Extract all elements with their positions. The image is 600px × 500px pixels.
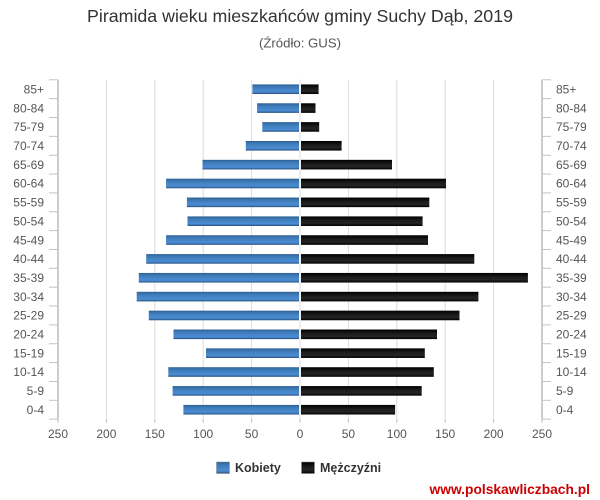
svg-text:25-29: 25-29 — [13, 309, 44, 323]
svg-text:15-19: 15-19 — [13, 346, 44, 360]
svg-text:50-54: 50-54 — [556, 214, 587, 228]
svg-text:70-74: 70-74 — [556, 139, 587, 153]
svg-text:0: 0 — [297, 427, 304, 441]
svg-text:65-69: 65-69 — [13, 158, 44, 172]
svg-text:55-59: 55-59 — [556, 196, 587, 210]
svg-text:0-4: 0-4 — [27, 403, 45, 417]
svg-text:250: 250 — [532, 427, 552, 441]
svg-text:85+: 85+ — [556, 82, 576, 96]
svg-text:35-39: 35-39 — [556, 271, 587, 285]
svg-text:25-29: 25-29 — [556, 309, 587, 323]
svg-text:Piramida wieku mieszkańców gmi: Piramida wieku mieszkańców gminy Suchy D… — [87, 6, 513, 26]
svg-text:20-24: 20-24 — [13, 328, 44, 342]
svg-text:80-84: 80-84 — [13, 101, 44, 115]
svg-text:150: 150 — [145, 427, 165, 441]
svg-text:40-44: 40-44 — [13, 252, 44, 266]
svg-text:80-84: 80-84 — [556, 101, 587, 115]
svg-text:50: 50 — [245, 427, 259, 441]
svg-text:(Źródło: GUS): (Źródło: GUS) — [259, 36, 341, 51]
svg-text:5-9: 5-9 — [27, 384, 45, 398]
svg-text:40-44: 40-44 — [556, 252, 587, 266]
svg-text:75-79: 75-79 — [556, 120, 587, 134]
svg-text:0-4: 0-4 — [556, 403, 574, 417]
svg-text:100: 100 — [387, 427, 407, 441]
svg-text:200: 200 — [484, 427, 504, 441]
svg-text:10-14: 10-14 — [13, 365, 44, 379]
svg-text:100: 100 — [193, 427, 213, 441]
svg-text:Mężczyźni: Mężczyźni — [320, 461, 381, 475]
svg-text:85+: 85+ — [24, 82, 44, 96]
svg-text:55-59: 55-59 — [13, 196, 44, 210]
svg-text:50: 50 — [342, 427, 356, 441]
svg-text:50-54: 50-54 — [13, 214, 44, 228]
svg-text:10-14: 10-14 — [556, 365, 587, 379]
svg-text:15-19: 15-19 — [556, 346, 587, 360]
svg-text:250: 250 — [48, 427, 68, 441]
svg-text:35-39: 35-39 — [13, 271, 44, 285]
svg-text:www.polskawliczbach.pl: www.polskawliczbach.pl — [429, 482, 591, 497]
svg-text:5-9: 5-9 — [556, 384, 574, 398]
svg-text:60-64: 60-64 — [556, 177, 587, 191]
svg-text:70-74: 70-74 — [13, 139, 44, 153]
svg-text:200: 200 — [96, 427, 116, 441]
svg-text:Kobiety: Kobiety — [235, 461, 281, 475]
svg-text:45-49: 45-49 — [13, 233, 44, 247]
svg-text:20-24: 20-24 — [556, 328, 587, 342]
svg-text:30-34: 30-34 — [556, 290, 587, 304]
svg-text:75-79: 75-79 — [13, 120, 44, 134]
svg-text:150: 150 — [435, 427, 455, 441]
svg-text:65-69: 65-69 — [556, 158, 587, 172]
svg-text:45-49: 45-49 — [556, 233, 587, 247]
svg-text:60-64: 60-64 — [13, 177, 44, 191]
svg-text:30-34: 30-34 — [13, 290, 44, 304]
